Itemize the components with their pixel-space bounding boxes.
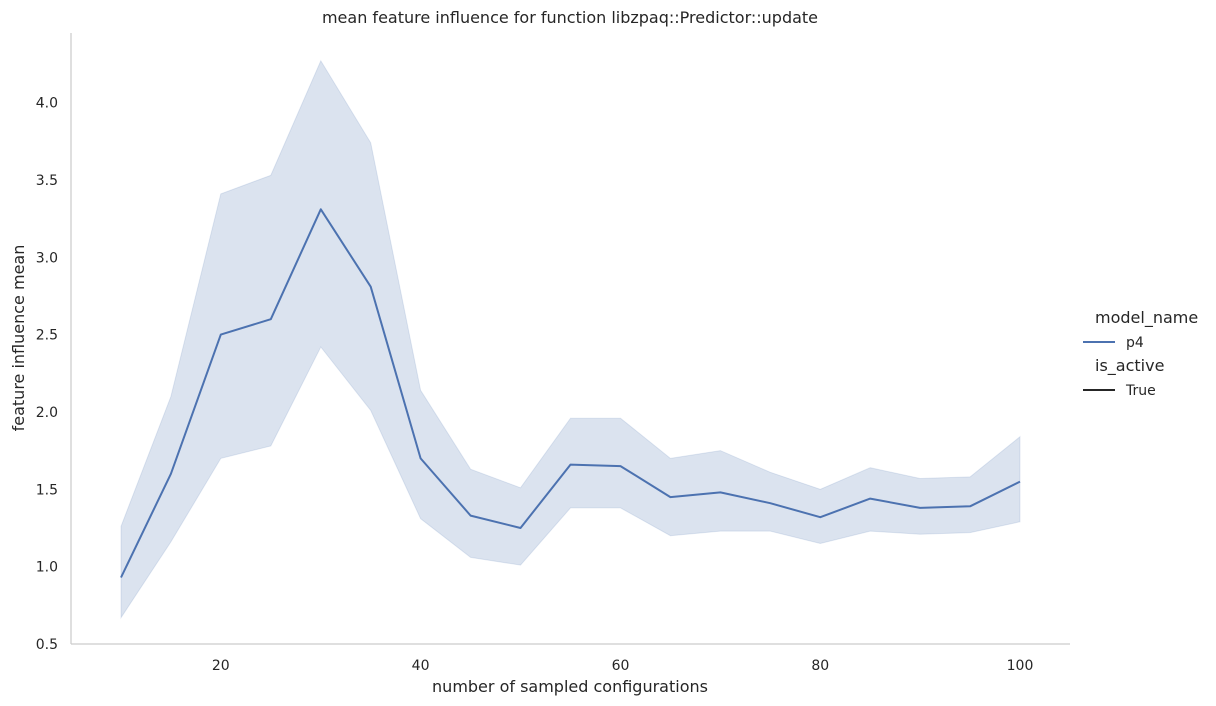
confidence-band-layer bbox=[120, 59, 1021, 620]
y-axis-label: feature influence mean bbox=[9, 245, 28, 432]
y-tick-label: 4.0 bbox=[36, 96, 58, 112]
legend-title: model_name bbox=[1095, 308, 1198, 328]
y-tick-label: 0.5 bbox=[36, 637, 58, 653]
y-tick-label: 1.5 bbox=[36, 482, 58, 498]
x-tick-label: 80 bbox=[811, 658, 829, 674]
y-tick-label: 2.5 bbox=[36, 328, 58, 344]
legend-entry: True bbox=[1125, 383, 1156, 399]
x-tick-label: 60 bbox=[612, 658, 630, 674]
series-line-p4 bbox=[120, 208, 1021, 578]
x-tick-label: 20 bbox=[212, 658, 230, 674]
series-line-layer bbox=[120, 208, 1021, 578]
x-axis-label: number of sampled configurations bbox=[432, 677, 708, 696]
y-tick-label: 2.0 bbox=[36, 405, 58, 421]
y-tick-label: 3.0 bbox=[36, 250, 58, 266]
y-tick-label: 3.5 bbox=[36, 173, 58, 189]
x-tick-label: 40 bbox=[412, 658, 430, 674]
legend-entry: p4 bbox=[1126, 335, 1144, 351]
legend: model_name p4 is_active True bbox=[1083, 308, 1198, 399]
chart-title: mean feature influence for function libz… bbox=[322, 8, 818, 27]
y-tick-labels: 0.5 1.0 1.5 2.0 2.5 3.0 3.5 4.0 bbox=[36, 96, 58, 653]
legend-title: is_active bbox=[1095, 356, 1164, 376]
y-tick-label: 1.0 bbox=[36, 560, 58, 576]
x-tick-label: 100 bbox=[1007, 658, 1034, 674]
confidence-band-p4 bbox=[120, 59, 1021, 620]
x-tick-labels: 20 40 60 80 100 bbox=[212, 658, 1033, 674]
